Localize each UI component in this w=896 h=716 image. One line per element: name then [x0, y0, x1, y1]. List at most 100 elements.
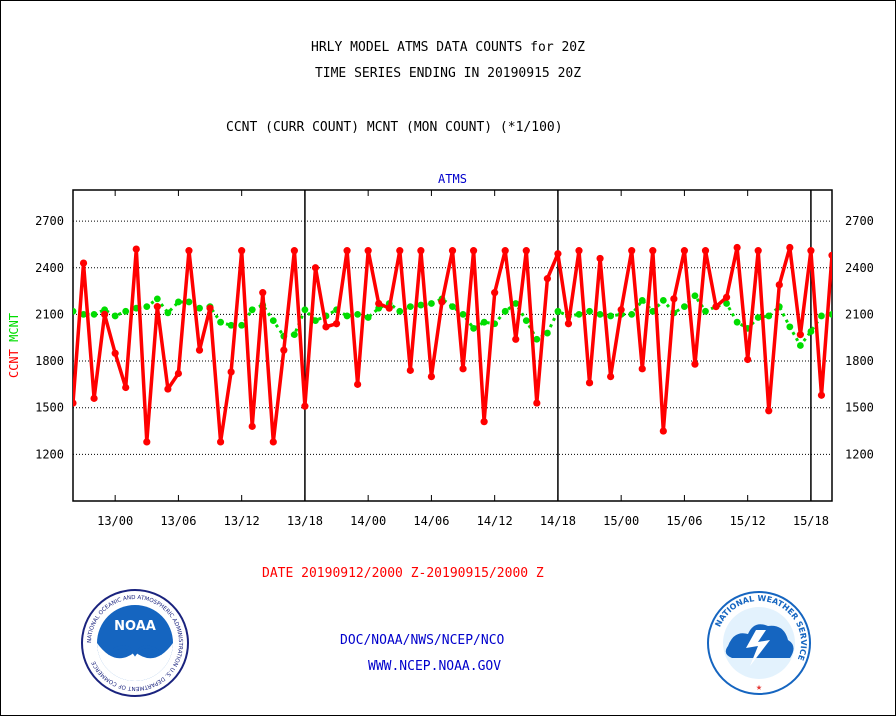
x-tick-label: 14/18: [540, 514, 576, 528]
data-point-mcnt: [723, 300, 730, 307]
y-axis-label-ccnt: CCNT: [7, 349, 21, 378]
figure-subtitle: TIME SERIES ENDING IN 20190915 20Z: [314, 66, 582, 81]
website-link[interactable]: WWW.NCEP.NOAA.GOV: [368, 659, 502, 674]
series-line-ccnt: [73, 245, 832, 444]
y-tick-label-right: 2100: [845, 307, 874, 321]
data-point-ccnt: [269, 438, 277, 446]
data-point-ccnt: [554, 250, 562, 258]
data-point-mcnt: [122, 307, 130, 315]
y-tick-label-left: 2100: [35, 307, 64, 321]
data-point-mcnt: [681, 303, 688, 311]
data-point-ccnt: [469, 247, 478, 255]
data-point-ccnt: [480, 418, 488, 426]
data-point-ccnt: [543, 275, 551, 283]
data-point-ccnt: [765, 407, 773, 415]
data-point-ccnt: [406, 366, 414, 374]
data-point-mcnt: [533, 335, 541, 343]
y-tick-label-right: 1800: [845, 354, 874, 368]
data-point-ccnt: [638, 365, 646, 373]
x-tick-label: 15/00: [603, 514, 639, 528]
data-point-ccnt: [512, 335, 520, 343]
data-point-mcnt: [554, 307, 562, 315]
y-tick-label-right: 2400: [845, 261, 874, 275]
data-point-ccnt: [670, 295, 678, 303]
data-point-ccnt: [79, 259, 88, 267]
data-point-mcnt: [312, 317, 319, 325]
data-point-ccnt: [828, 251, 832, 259]
data-point-ccnt: [153, 303, 161, 311]
data-point-ccnt: [90, 394, 98, 402]
data-point-mcnt: [90, 311, 98, 318]
plot-title: ATMS: [438, 172, 467, 186]
data-point-ccnt: [649, 247, 657, 255]
data-point-ccnt: [122, 383, 130, 392]
plot-area: [72, 189, 833, 502]
data-point-mcnt: [227, 321, 235, 329]
data-point-mcnt: [543, 329, 551, 337]
data-point-ccnt: [301, 402, 309, 410]
data-point-ccnt: [491, 289, 499, 297]
data-point-ccnt: [596, 254, 604, 263]
data-point-mcnt: [733, 318, 741, 326]
y-axis-label: CCNT MCNT: [7, 313, 21, 378]
data-point-ccnt: [248, 422, 256, 430]
data-point-ccnt: [722, 293, 731, 301]
data-point-ccnt: [448, 247, 457, 255]
data-point-mcnt: [185, 298, 193, 306]
data-point-ccnt: [522, 247, 530, 255]
data-point-mcnt: [153, 295, 161, 303]
data-point-mcnt: [417, 301, 425, 309]
data-point-ccnt: [364, 247, 372, 255]
data-point-ccnt: [227, 368, 235, 376]
y-tick-label-left: 2700: [35, 214, 64, 228]
data-point-mcnt: [828, 311, 832, 318]
data-point-ccnt: [332, 320, 341, 328]
data-point-mcnt: [586, 307, 593, 315]
data-point-ccnt: [712, 303, 720, 311]
data-point-ccnt: [354, 380, 362, 388]
data-point-ccnt: [533, 399, 541, 407]
data-point-mcnt: [470, 324, 477, 332]
data-point-mcnt: [111, 312, 119, 320]
data-point-mcnt: [175, 298, 182, 306]
data-point-mcnt: [406, 303, 414, 311]
data-point-mcnt: [396, 307, 404, 315]
data-point-ccnt: [238, 247, 246, 255]
date-range-label: DATE 20190912/2000 Z-20190915/2000 Z: [262, 566, 544, 581]
data-point-mcnt: [301, 306, 309, 314]
data-point-ccnt: [564, 320, 573, 328]
nws-logo: NATIONAL WEATHER SERVICE ★: [707, 591, 811, 695]
y-tick-label-left: 1800: [35, 354, 64, 368]
data-point-mcnt: [765, 312, 773, 320]
data-point-ccnt: [311, 264, 320, 272]
data-point-ccnt: [775, 281, 783, 289]
figure-title: HRLY MODEL ATMS DATA COUNTS for 20Z: [311, 40, 585, 55]
data-point-ccnt: [438, 298, 446, 306]
org-label: DOC/NOAA/NWS/NCEP/NCO: [340, 633, 505, 648]
data-point-ccnt: [691, 360, 699, 368]
data-point-mcnt: [164, 309, 172, 317]
data-point-ccnt: [322, 323, 330, 331]
x-tick-label: 13/12: [224, 514, 260, 528]
y-tick-label-right: 2700: [845, 214, 874, 228]
data-point-ccnt: [459, 365, 467, 373]
y-tick-label-left: 1500: [35, 401, 64, 415]
data-point-ccnt: [111, 349, 119, 357]
data-point-ccnt: [733, 243, 741, 252]
data-point-ccnt: [744, 355, 752, 364]
data-point-mcnt: [786, 323, 794, 331]
data-point-mcnt: [428, 300, 435, 307]
data-point-ccnt: [807, 247, 815, 255]
x-tick-label: 14/06: [413, 514, 449, 528]
data-point-ccnt: [375, 299, 383, 308]
x-tick-label: 15/12: [730, 514, 766, 528]
data-point-ccnt: [73, 399, 77, 407]
data-point-mcnt: [807, 328, 815, 335]
data-point-mcnt: [628, 311, 636, 318]
data-point-mcnt: [217, 318, 224, 326]
data-point-ccnt: [343, 247, 351, 255]
data-point-ccnt: [680, 247, 689, 255]
x-tick-label: 15/06: [666, 514, 702, 528]
data-point-mcnt: [269, 317, 277, 325]
data-point-mcnt: [691, 292, 699, 300]
